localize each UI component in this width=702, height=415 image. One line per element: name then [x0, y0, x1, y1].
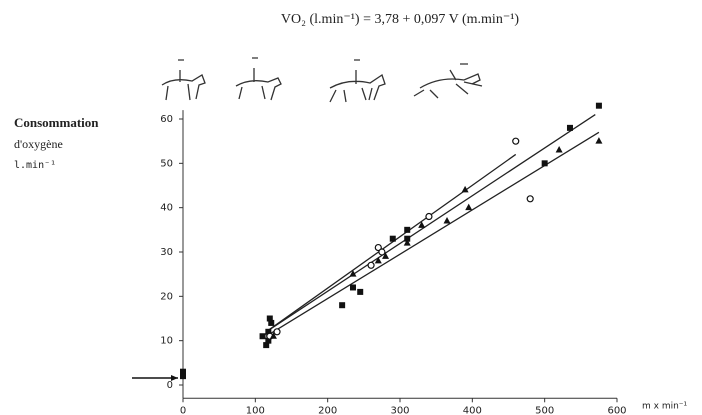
- x-tick-label: 0: [180, 405, 186, 415]
- x-tick-label: 300: [390, 405, 409, 415]
- square-point: [357, 288, 364, 295]
- y-tick-label: 30: [160, 247, 173, 258]
- triangle-point: [595, 137, 603, 144]
- triangle-point: [465, 203, 473, 211]
- regression-line: [265, 114, 596, 333]
- triangle-point: [443, 216, 451, 224]
- x-label: m x min⁻¹: [642, 402, 688, 412]
- y-tick-label: 50: [160, 158, 173, 169]
- triangle-point: [555, 146, 563, 153]
- square-point: [259, 333, 266, 340]
- square-point: [263, 342, 270, 349]
- triangle-point: [461, 185, 469, 193]
- square-point: [404, 226, 411, 233]
- y-label: d'oxygène: [14, 137, 63, 151]
- square-point: [389, 235, 396, 242]
- y-tick-label: 60: [160, 114, 173, 125]
- horse-icons: [161, 57, 483, 103]
- triangle-point: [374, 256, 382, 264]
- arrow-head: [171, 375, 178, 381]
- y-tick-label: 10: [160, 336, 173, 347]
- square-point: [566, 124, 573, 131]
- x-tick-label: 200: [318, 405, 337, 415]
- square-point: [180, 368, 186, 375]
- triangle-point: [349, 270, 357, 277]
- triangle-point: [418, 221, 426, 228]
- triangle-point: [403, 239, 411, 246]
- square-point: [265, 328, 272, 335]
- triangle-point: [382, 252, 390, 259]
- y-label: Consommation: [14, 115, 99, 130]
- square-point: [268, 319, 275, 326]
- square-point: [404, 235, 411, 242]
- x-tick-label: 600: [607, 405, 626, 415]
- regression-line: [265, 131, 600, 337]
- circle-point: [367, 261, 375, 269]
- circle-point: [512, 137, 520, 145]
- x-tick-label: 400: [463, 405, 482, 415]
- square-point: [266, 315, 273, 322]
- y-label: l.min⁻¹: [14, 160, 56, 171]
- square-point: [595, 102, 602, 109]
- y-tick-label: 20: [160, 291, 173, 302]
- circle-point: [378, 248, 386, 256]
- regression-line: [265, 153, 517, 333]
- x-tick-label: 100: [246, 405, 265, 415]
- circle-point: [425, 212, 433, 221]
- square-point: [180, 373, 186, 380]
- triangle-point: [269, 332, 277, 339]
- square-point: [541, 160, 548, 167]
- circle-point: [526, 195, 534, 203]
- square-point: [349, 284, 356, 291]
- circle-point: [273, 328, 281, 336]
- x-tick-label: 500: [535, 405, 554, 415]
- circle-point: [374, 243, 382, 252]
- y-tick-label: 0: [167, 380, 173, 391]
- y-tick-label: 40: [160, 203, 173, 214]
- square-point: [265, 337, 272, 344]
- chart-title: VO₂ (l.min⁻¹) = 3,78 + 0,097 V (m.min⁻¹): [281, 12, 519, 27]
- square-point: [339, 302, 346, 309]
